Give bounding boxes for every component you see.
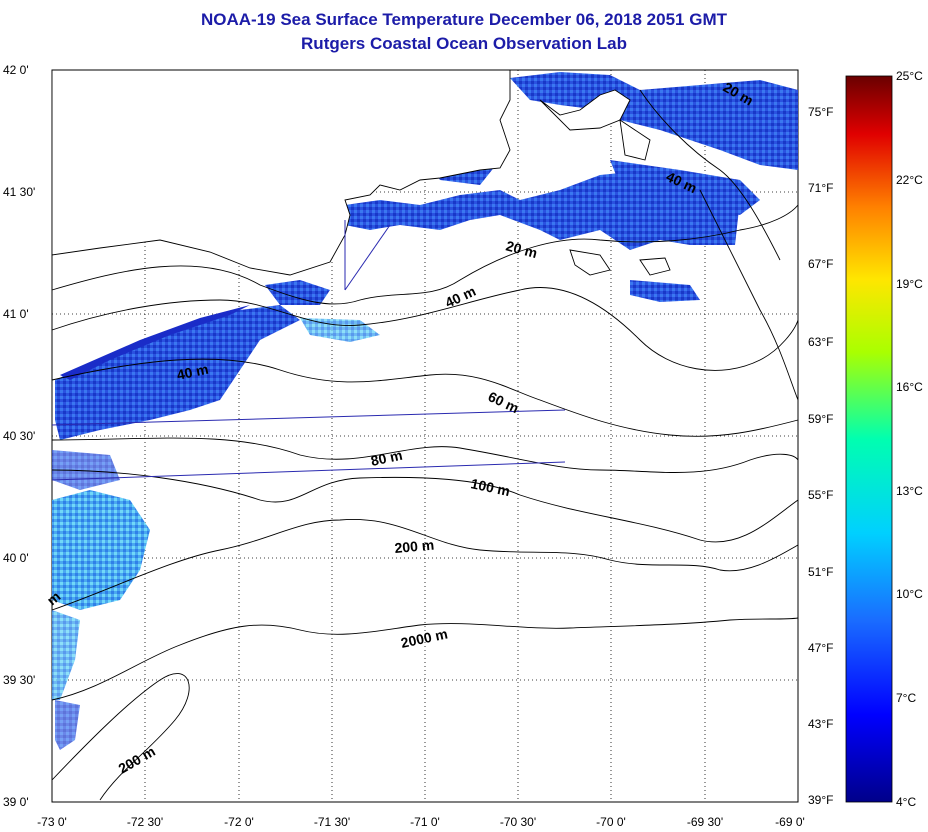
lon-label: -71 0' [410,815,440,829]
fahrenheit-label: 75°F [808,105,833,119]
contour-label: 80 m [369,447,404,469]
fahrenheit-scale: 75°F 71°F 67°F 63°F 59°F 55°F 51°F 47°F … [808,105,833,807]
longitude-labels: -73 0' -72 30' -72 0' -71 30' -71 0' -70… [37,815,805,829]
celsius-label: 19°C [896,277,923,291]
contour-label: 200 m [394,537,435,556]
color-bar [845,75,893,803]
lat-label: 40 0' [3,551,29,565]
fahrenheit-label: 55°F [808,488,833,502]
fahrenheit-label: 59°F [808,412,833,426]
lat-label: 40 30' [3,429,35,443]
celsius-label: 25°C [896,69,923,83]
celsius-label: 7°C [896,691,916,705]
latitude-labels: 42 0' 41 30' 41 0' 40 30' 40 0' 39 30' 3… [3,63,35,809]
fahrenheit-label: 47°F [808,641,833,655]
celsius-scale: 25°C 22°C 19°C 16°C 13°C 10°C 7°C 4°C [896,69,923,809]
lon-label: -72 30' [127,815,163,829]
celsius-label: 10°C [896,587,923,601]
map-title: NOAA-19 Sea Surface Temperature December… [201,10,727,29]
fahrenheit-label: 67°F [808,257,833,271]
lon-label: -73 0' [37,815,67,829]
celsius-label: 16°C [896,380,923,394]
map-subtitle: Rutgers Coastal Ocean Observation Lab [301,34,627,53]
fahrenheit-label: 39°F [808,793,833,807]
celsius-label: 13°C [896,484,923,498]
lon-label: -69 30' [687,815,723,829]
lat-label: 42 0' [3,63,29,77]
celsius-label: 4°C [896,795,916,809]
coastline [51,69,671,276]
fahrenheit-label: 43°F [808,717,833,731]
contour-label: 20 m [504,237,539,261]
bathymetry-contours [51,89,799,801]
lon-label: -70 30' [500,815,536,829]
contour-label: 40 m [175,361,210,383]
lon-label: -71 30' [314,815,350,829]
lon-label: -70 0' [596,815,626,829]
lat-label: 41 30' [3,185,35,199]
celsius-label: 22°C [896,173,923,187]
lon-label: -69 0' [775,815,805,829]
fahrenheit-label: 71°F [808,181,833,195]
fahrenheit-label: 51°F [808,565,833,579]
lat-label: 39 0' [3,795,29,809]
lon-label: -72 0' [224,815,254,829]
fahrenheit-label: 63°F [808,335,833,349]
lat-label: 39 30' [3,673,35,687]
lat-label: 41 0' [3,307,29,321]
transects [51,220,566,481]
